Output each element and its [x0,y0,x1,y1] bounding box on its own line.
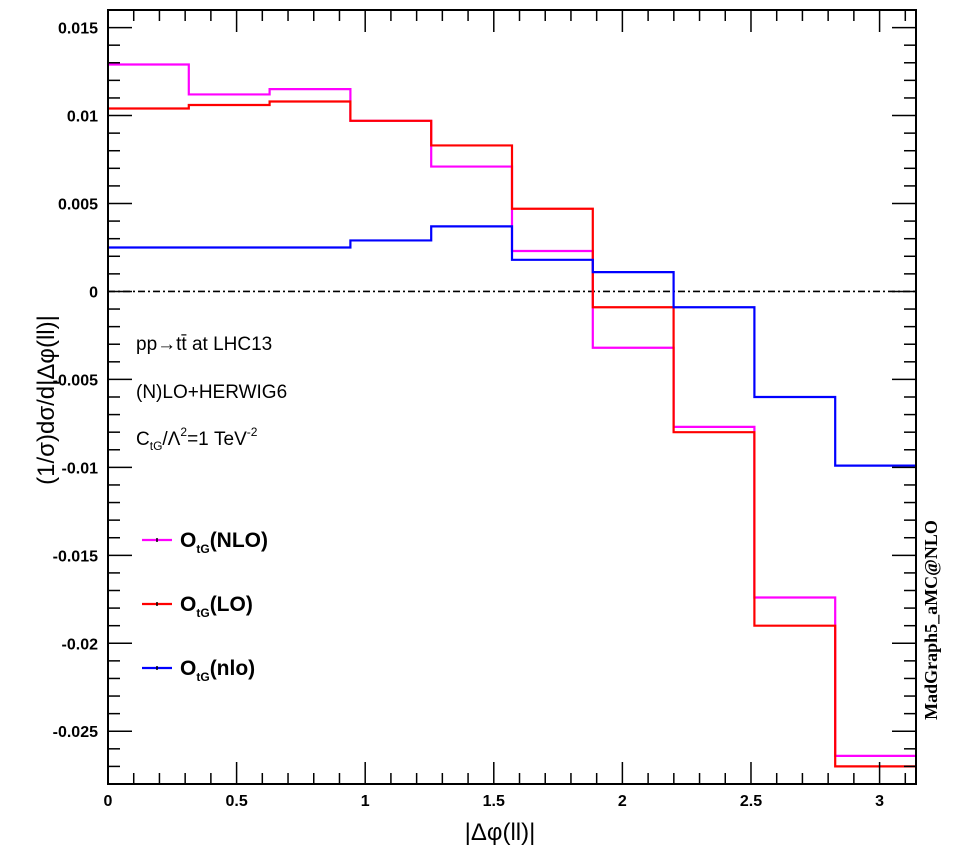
annotation-generator: (N)LO+HERWIG6 [136,382,287,403]
series-layer [108,63,916,768]
x-tick-label: 1 [361,793,370,810]
y-tick-label: 0 [89,284,98,301]
y-tick-label: -0.025 [53,724,98,741]
x-tick-label: 2.5 [740,793,762,810]
y-axis-title: (1/σ)dσ/d|Δφ(ll)| [33,315,60,485]
legend: OtG(NLO) OtG(LO) OtG(nlo) [142,529,268,684]
coupling-sup1: 2 [180,425,187,439]
series-line-2 [108,100,916,768]
legend-label: OtG(nlo) [180,657,255,684]
y-tick-label: 0.015 [58,21,98,38]
y-tick-label: -0.01 [62,460,99,477]
coupling-sup2: -2 [247,425,258,439]
coupling-rest: =1 TeV [187,429,247,450]
x-tick-label: 2 [618,793,627,810]
coupling-sub: tG [150,439,163,453]
series-line-3 [108,225,916,467]
x-tick-label: 3 [875,793,884,810]
watermark: MadGraph5_aMC@NLO [921,520,941,720]
annotation-process: pp→tt̄ at LHC13 [136,334,272,355]
y-tick-label: 0.01 [67,109,98,126]
y-tick-label: -0.015 [53,548,98,565]
y-tick-label: -0.005 [53,372,98,389]
legend-label: OtG(LO) [180,593,253,620]
coupling-mid: /Λ [162,429,180,450]
x-tick-label: 1.5 [483,793,505,810]
annotation-coupling: CtG/Λ2=1 TeV-2 [136,425,258,453]
legend-label: OtG(NLO) [180,529,268,556]
x-tick-label: 0 [104,793,113,810]
coupling-main: C [136,429,150,450]
x-tick-label: 0.5 [225,793,247,810]
x-axis-title: |Δφ(ll)| [465,819,536,846]
ticks-layer [107,9,916,785]
y-tick-label: 0.005 [58,197,98,214]
tick-labels-layer: 0 0.5 1 1.5 2 2.5 3 0.015 0.01 0.005 0 -0.005 -0.01 -… [53,21,885,810]
y-tick-label: -0.02 [62,636,99,653]
